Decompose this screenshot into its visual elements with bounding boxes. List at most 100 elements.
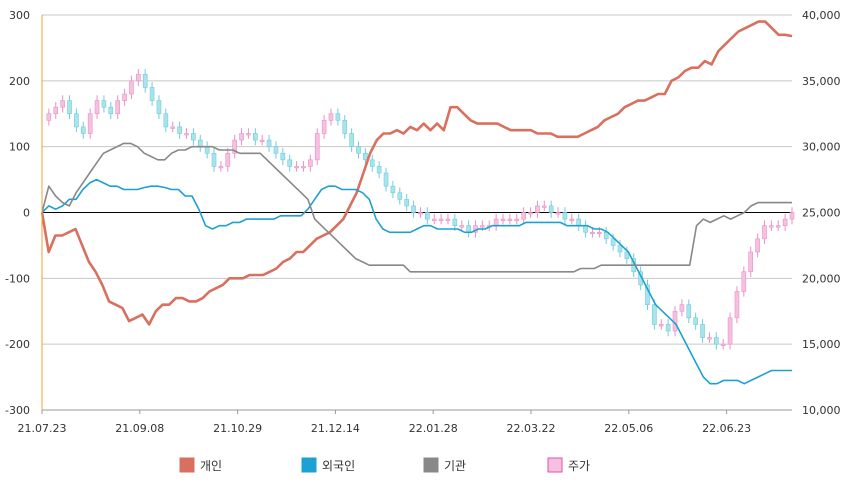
legend-label: 개인 bbox=[200, 459, 222, 473]
price-candle bbox=[431, 218, 437, 221]
price-candle bbox=[459, 225, 465, 228]
price-candle bbox=[769, 225, 774, 228]
y-left-tick-label: 100 bbox=[9, 141, 30, 154]
price-candle bbox=[645, 284, 650, 305]
legend-label: 외국인 bbox=[322, 459, 355, 473]
price-candle bbox=[142, 73, 148, 88]
price-candle bbox=[308, 159, 313, 167]
x-tick-label: 22.05.06 bbox=[604, 422, 653, 435]
price-candle bbox=[287, 159, 293, 167]
series-line-individual bbox=[40, 20, 793, 326]
grid-lines bbox=[42, 14, 792, 411]
x-tick-label: 21.07.23 bbox=[18, 422, 67, 435]
price-candle bbox=[67, 100, 72, 115]
price-candle bbox=[555, 212, 561, 215]
price-candle bbox=[314, 133, 320, 161]
price-candle bbox=[789, 212, 795, 220]
legend-label: 주가 bbox=[568, 459, 590, 473]
price-candle bbox=[397, 192, 403, 200]
price-candle bbox=[418, 212, 423, 215]
price-candle bbox=[383, 172, 389, 187]
price-candle bbox=[548, 205, 554, 213]
price-candle bbox=[480, 225, 485, 228]
x-tick-label: 22.06.23 bbox=[702, 422, 751, 435]
y-right-tick-label: 15,000 bbox=[802, 338, 841, 351]
price-candle bbox=[775, 225, 781, 228]
y-right-tick-label: 40,000 bbox=[802, 9, 841, 22]
price-candle bbox=[452, 218, 458, 226]
x-tick-label: 22.01.28 bbox=[409, 422, 458, 435]
price-candle bbox=[335, 113, 341, 121]
price-candle bbox=[349, 133, 354, 147]
legend: 개인 외국인 기관 주가 bbox=[179, 457, 590, 473]
price-candle bbox=[445, 218, 451, 221]
price-candle bbox=[46, 113, 52, 121]
price-candle bbox=[115, 100, 120, 115]
price-candles bbox=[46, 68, 795, 350]
price-candle bbox=[617, 245, 623, 253]
price-candle bbox=[658, 324, 664, 327]
price-candle bbox=[301, 166, 306, 169]
price-candle bbox=[493, 218, 499, 226]
price-candle bbox=[80, 126, 86, 134]
price-candle bbox=[652, 304, 657, 325]
price-candle bbox=[714, 337, 719, 345]
price-candle bbox=[576, 218, 581, 226]
price-candle bbox=[569, 218, 575, 221]
price-candle bbox=[266, 139, 272, 147]
price-candle bbox=[136, 73, 141, 82]
y-right-tick-label: 10,000 bbox=[802, 404, 841, 417]
price-candle bbox=[156, 100, 162, 115]
x-tick-label: 21.10.29 bbox=[213, 422, 262, 435]
price-candle bbox=[294, 166, 299, 169]
y-right-tick-label: 35,000 bbox=[802, 75, 841, 88]
price-candle bbox=[108, 106, 114, 115]
y-left-tick-label: 200 bbox=[9, 75, 30, 88]
y-right-tick-label: 20,000 bbox=[802, 272, 841, 285]
price-candle bbox=[693, 317, 698, 325]
price-candle bbox=[74, 113, 79, 128]
price-candle bbox=[755, 238, 760, 253]
y-left-tick-label: -300 bbox=[5, 404, 30, 417]
price-candle bbox=[184, 133, 189, 136]
price-candle bbox=[204, 146, 210, 154]
x-tick-label: 21.12.14 bbox=[311, 422, 360, 435]
price-candle bbox=[218, 166, 224, 169]
price-candle bbox=[390, 185, 396, 194]
price-candle bbox=[342, 120, 348, 134]
price-candle bbox=[466, 225, 471, 233]
legend-swatch bbox=[179, 457, 195, 473]
price-candle bbox=[679, 304, 685, 312]
price-candle bbox=[163, 113, 169, 128]
price-candle bbox=[321, 120, 327, 134]
series-line-institution bbox=[41, 142, 792, 273]
price-candle bbox=[246, 133, 251, 136]
price-candle bbox=[94, 100, 100, 115]
price-candle bbox=[535, 205, 540, 213]
price-candle bbox=[191, 133, 196, 141]
legend-swatch bbox=[547, 457, 563, 473]
price-candle bbox=[87, 113, 93, 134]
y-left-tick-label: -100 bbox=[5, 272, 30, 285]
y-left-tick-label: -200 bbox=[5, 338, 30, 351]
price-candle bbox=[541, 205, 547, 208]
price-candle bbox=[562, 212, 568, 220]
series-lines bbox=[40, 20, 793, 385]
axes: 300 40,000 200 35,000 100 30,000 0 25,000 -100 20… bbox=[5, 9, 840, 435]
price-candle bbox=[500, 218, 506, 221]
price-candle bbox=[597, 231, 602, 235]
price-candle bbox=[727, 317, 733, 345]
price-candle bbox=[686, 304, 692, 319]
price-candle bbox=[438, 218, 444, 221]
price-candle bbox=[363, 152, 368, 161]
price-candle bbox=[53, 106, 59, 115]
price-candle bbox=[369, 159, 375, 167]
price-candle bbox=[514, 218, 520, 221]
legend-swatch bbox=[423, 457, 439, 473]
price-candle bbox=[734, 291, 740, 319]
price-candle bbox=[624, 251, 630, 259]
price-candle bbox=[170, 126, 176, 129]
price-candle bbox=[610, 238, 616, 246]
price-candle bbox=[762, 225, 767, 240]
